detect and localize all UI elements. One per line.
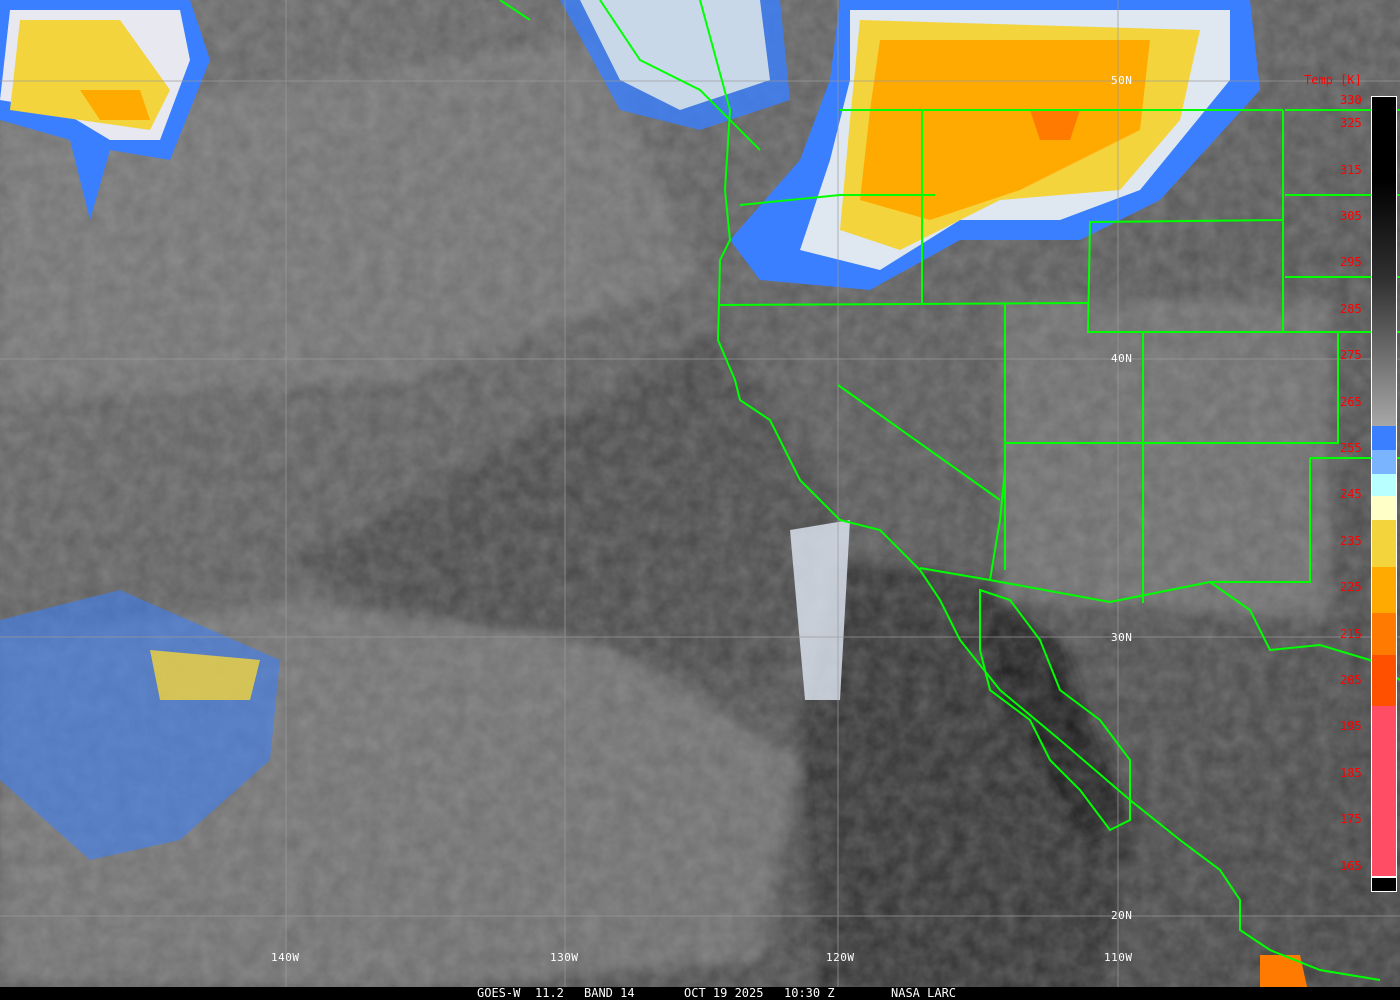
colorbar-yellow-segment: [1372, 520, 1396, 567]
colorbar-darkorange-segment: [1372, 613, 1396, 655]
caption-wavelength: 11.2: [535, 986, 564, 1000]
colorbar-tick-label: 330: [1340, 93, 1362, 107]
caption-band: BAND 14: [584, 986, 635, 1000]
colorbar-tick-label: 175: [1340, 812, 1362, 827]
lat-label-40n: 40N: [1111, 352, 1133, 365]
caption-time: 10:30 Z: [784, 986, 835, 1000]
colorbar-tick-label: 315: [1340, 162, 1362, 177]
caption-date: OCT 19 2025: [684, 986, 764, 1000]
lat-label-30n: 30N: [1111, 631, 1133, 644]
cold-cloud-tops: [0, 0, 1310, 1000]
image-caption: GOES-W 11.2 BAND 14 OCT 19 2025 10:30 Z …: [0, 987, 1400, 1000]
caption-credit: NASA LARC: [891, 986, 957, 1000]
lon-label-120w: 120W: [826, 951, 855, 964]
colorbar-lightblue-segment: [1372, 450, 1396, 474]
lat-label-20n: 20N: [1111, 909, 1133, 922]
colorbar-tick-label: 325: [1340, 116, 1362, 131]
temperature-colorbar: [1371, 96, 1397, 892]
colorbar-title: Temp [K]: [1304, 73, 1362, 87]
colorbar-tick-label: 295: [1340, 255, 1362, 270]
colorbar-tick-label: 265: [1340, 394, 1362, 409]
colorbar-tick-label: 305: [1340, 209, 1362, 223]
colorbar-tick-label: 205: [1340, 673, 1362, 687]
colorbar-tick-label: 225: [1340, 580, 1362, 595]
colorbar-tick-label: 165: [1340, 858, 1362, 873]
colorbar-cream-segment: [1372, 496, 1396, 520]
colorbar-tick-label: 215: [1340, 626, 1362, 641]
colorbar-blue-segment: [1372, 426, 1396, 450]
coastline-and-borders: [499, 0, 1400, 981]
colorbar-tick-label: 185: [1340, 765, 1362, 780]
lon-label-130w: 130W: [550, 951, 579, 964]
caption-satellite: GOES-W: [477, 986, 521, 1000]
colorbar-orange-segment: [1372, 567, 1396, 613]
colorbar-tick-label: 275: [1340, 348, 1362, 363]
colorbar-cyan-segment: [1372, 474, 1396, 496]
lat-label-50n: 50N: [1111, 74, 1133, 87]
colorbar-tick-label: 245: [1340, 487, 1362, 502]
colorbar-tick-label: 255: [1340, 441, 1362, 455]
lon-label-110w: 110W: [1104, 951, 1133, 964]
colorbar-pink-segment: [1372, 706, 1396, 876]
colorbar-tick-label: 195: [1340, 719, 1362, 734]
colorbar-tick-label: 235: [1340, 533, 1362, 548]
colorbar-gray-segment: [1372, 97, 1396, 427]
colorbar-redorange-segment: [1372, 655, 1396, 706]
colorbar-white-segment: [1372, 876, 1396, 878]
colorbar-tick-label: 285: [1340, 301, 1362, 316]
lon-label-140w: 140W: [271, 951, 300, 964]
